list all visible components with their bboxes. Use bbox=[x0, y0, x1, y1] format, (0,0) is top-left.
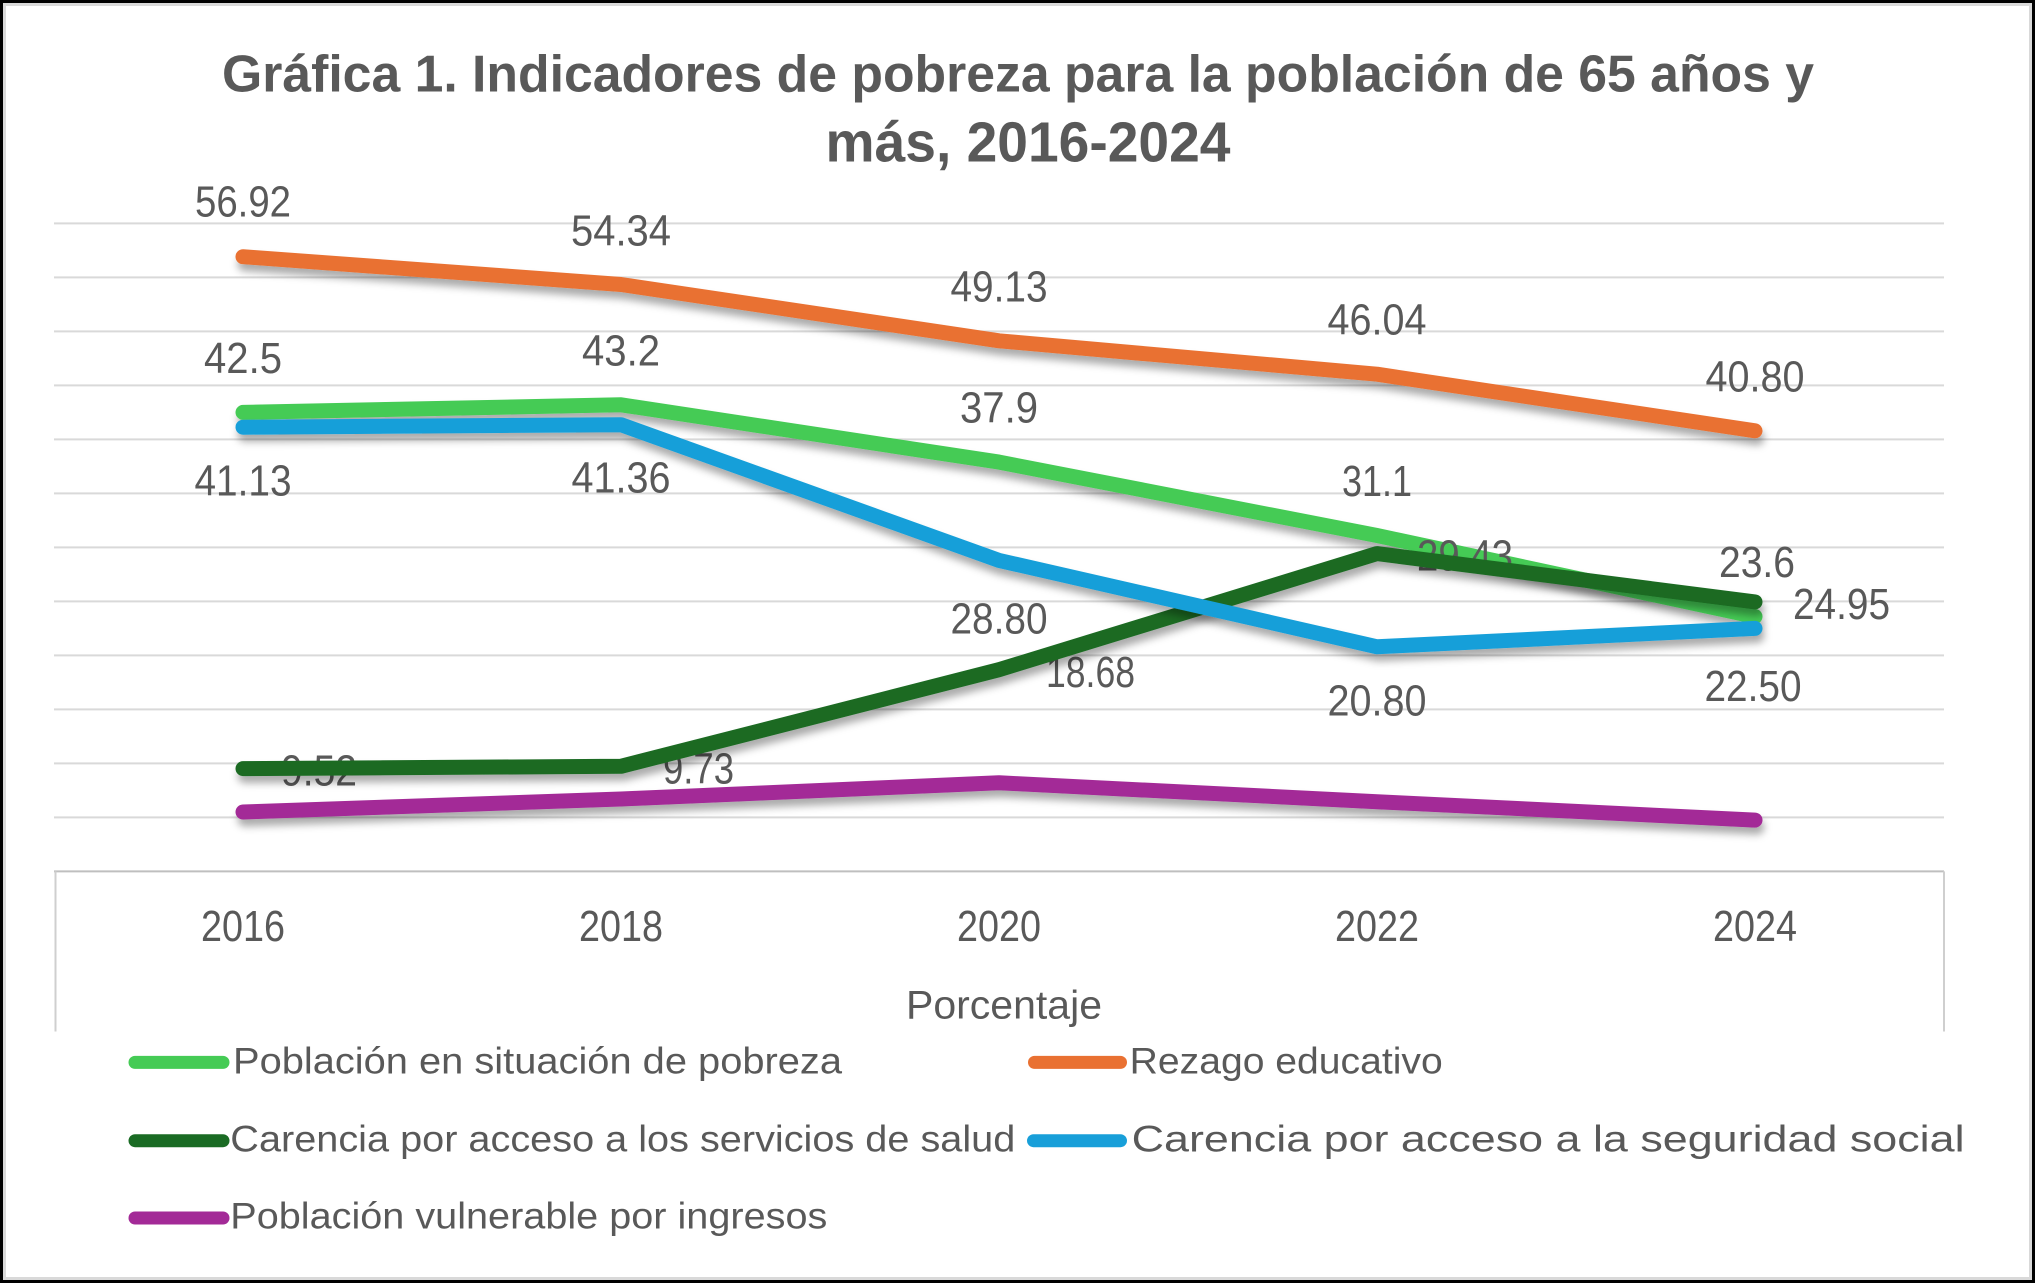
svg-text:más, 2016-2024: más, 2016-2024 bbox=[826, 111, 1231, 175]
svg-text:23.6: 23.6 bbox=[1719, 538, 1795, 587]
svg-text:49.13: 49.13 bbox=[951, 263, 1048, 312]
svg-text:56.92: 56.92 bbox=[195, 178, 291, 227]
svg-text:Gráfica 1. Indicadores de pobr: Gráfica 1. Indicadores de pobreza para l… bbox=[222, 46, 1814, 104]
svg-text:Población vulnerable por ingre: Población vulnerable por ingresos bbox=[230, 1196, 827, 1237]
svg-text:Rezago educativo: Rezago educativo bbox=[1130, 1041, 1443, 1082]
svg-text:41.13: 41.13 bbox=[195, 457, 292, 506]
svg-text:28.80: 28.80 bbox=[951, 595, 1048, 644]
svg-text:41.36: 41.36 bbox=[572, 454, 671, 503]
svg-text:54.34: 54.34 bbox=[571, 207, 671, 256]
svg-text:Carencia por acceso a la segur: Carencia por acceso a la seguridad socia… bbox=[1132, 1118, 1965, 1159]
svg-text:40.80: 40.80 bbox=[1706, 353, 1805, 402]
svg-text:2016: 2016 bbox=[201, 902, 285, 951]
svg-text:2018: 2018 bbox=[579, 902, 663, 951]
svg-text:43.2: 43.2 bbox=[582, 327, 660, 376]
svg-text:46.04: 46.04 bbox=[1328, 296, 1427, 345]
svg-text:42.5: 42.5 bbox=[204, 334, 282, 383]
svg-text:31.1: 31.1 bbox=[1342, 457, 1412, 506]
svg-text:22.50: 22.50 bbox=[1705, 662, 1802, 711]
svg-text:20.80: 20.80 bbox=[1328, 677, 1427, 726]
svg-text:Población en situación de pobr: Población en situación de pobreza bbox=[233, 1041, 842, 1082]
svg-text:2020: 2020 bbox=[957, 902, 1041, 951]
svg-text:2024: 2024 bbox=[1713, 902, 1797, 951]
svg-text:Carencia por acceso a los serv: Carencia por acceso a los servicios de s… bbox=[230, 1118, 1015, 1159]
svg-text:24.95: 24.95 bbox=[1793, 580, 1890, 629]
svg-text:2022: 2022 bbox=[1335, 902, 1419, 951]
svg-text:37.9: 37.9 bbox=[960, 384, 1038, 433]
svg-text:Porcentaje: Porcentaje bbox=[906, 983, 1102, 1027]
